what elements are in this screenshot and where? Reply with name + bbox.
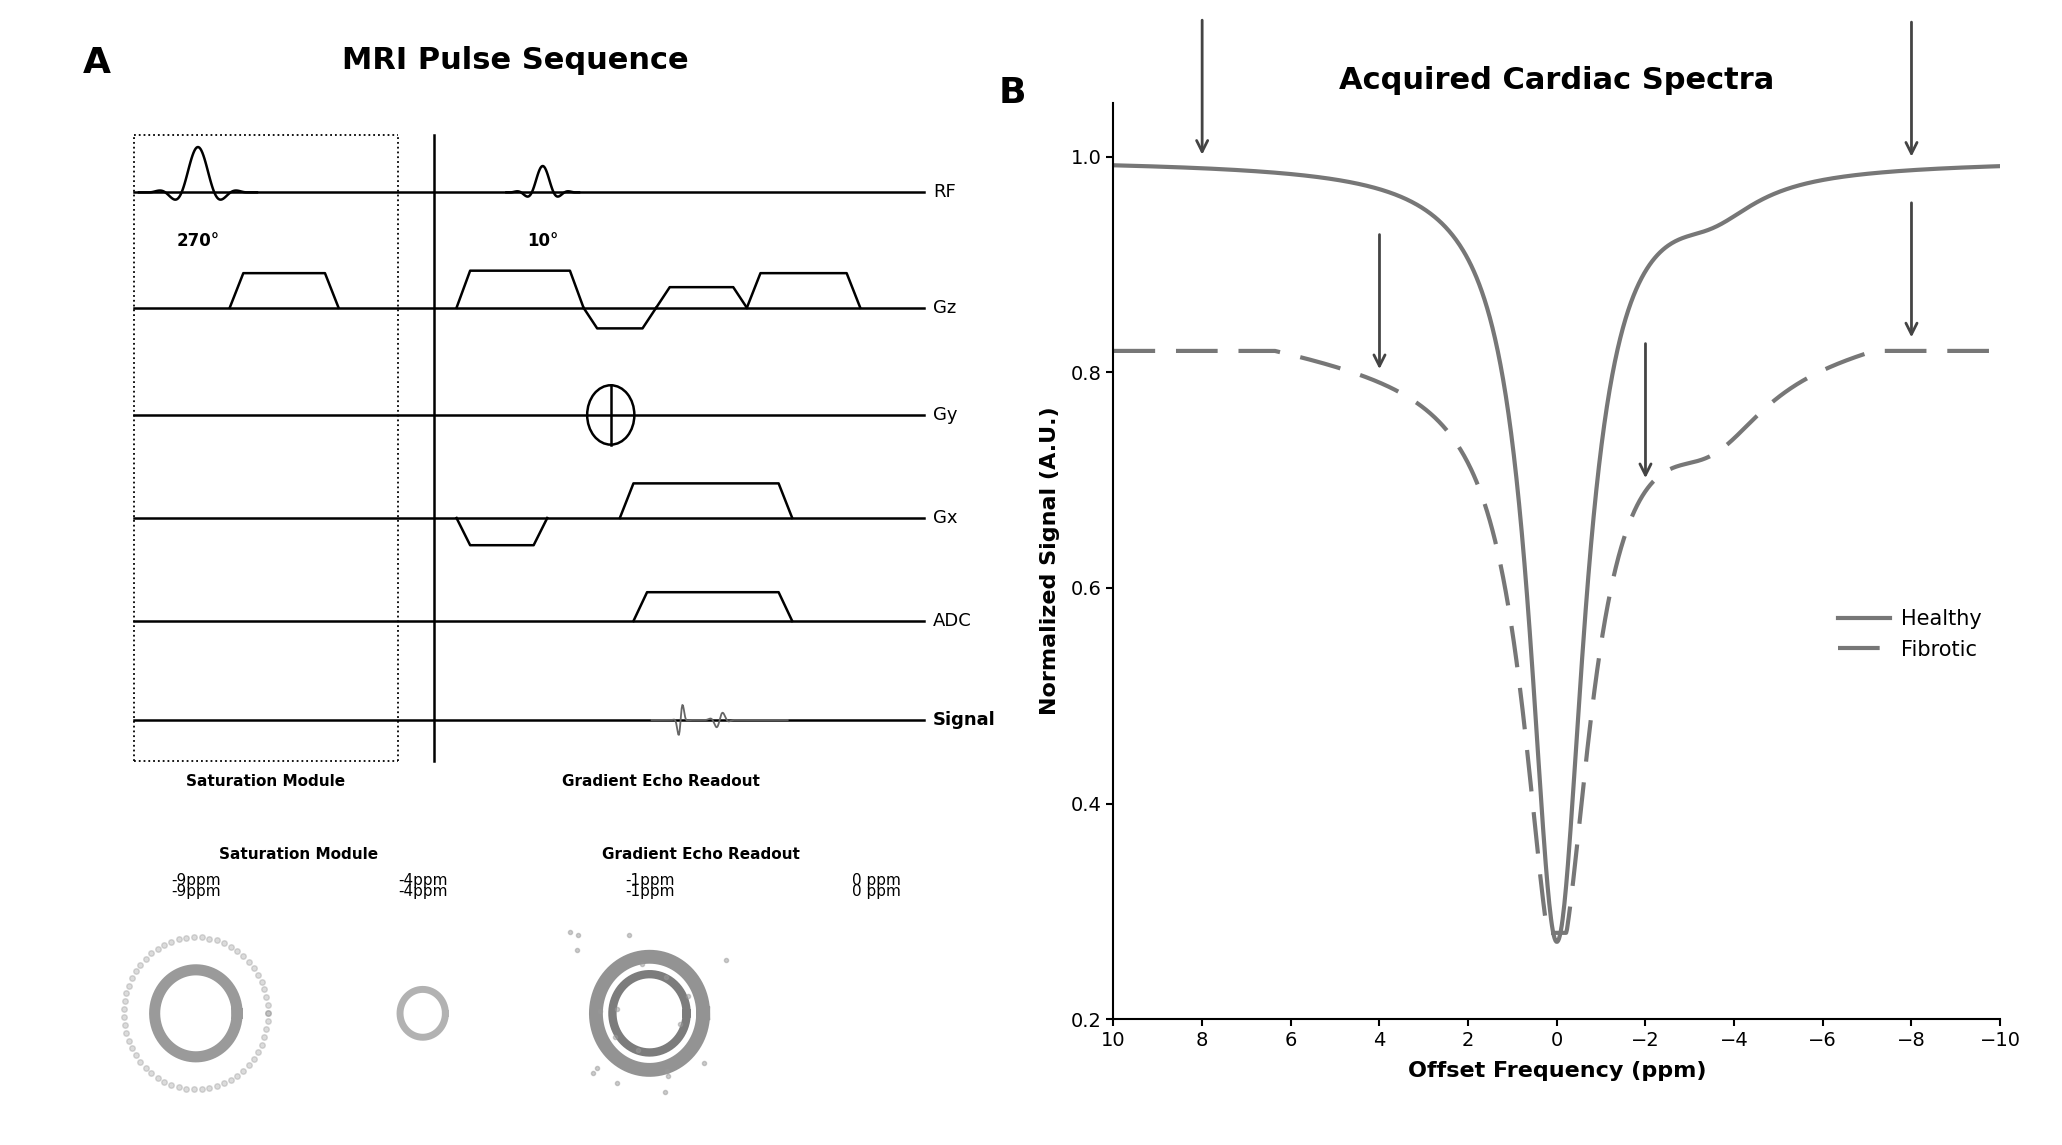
Text: Gradient Echo Readout: Gradient Echo Readout <box>602 847 800 862</box>
Y-axis label: Normalized Signal (A.U.): Normalized Signal (A.U.) <box>1039 406 1060 716</box>
Text: ADC: ADC <box>932 613 971 630</box>
Text: -4ppm: -4ppm <box>398 884 447 899</box>
Text: Saturation Module: Saturation Module <box>186 774 346 789</box>
Text: Saturation Module: Saturation Module <box>219 847 379 862</box>
Text: Gradient Echo Readout: Gradient Echo Readout <box>561 774 759 789</box>
Text: Gz: Gz <box>932 299 957 317</box>
Text: 270°: 270° <box>177 232 219 250</box>
Text: -9ppm: -9ppm <box>171 884 221 899</box>
X-axis label: Offset Frequency (ppm): Offset Frequency (ppm) <box>1408 1061 1705 1081</box>
Text: -4ppm: -4ppm <box>398 874 447 889</box>
Text: A: A <box>82 46 111 80</box>
Text: 0 ppm: 0 ppm <box>852 874 901 889</box>
Text: Signal: Signal <box>932 711 996 729</box>
Text: B: B <box>998 76 1025 110</box>
Text: 0 ppm: 0 ppm <box>852 884 901 899</box>
Legend: Healthy, Fibrotic: Healthy, Fibrotic <box>1829 601 1990 668</box>
Text: Gx: Gx <box>932 510 957 527</box>
Text: RF: RF <box>932 183 955 202</box>
Text: Gy: Gy <box>932 406 957 424</box>
Text: -9ppm: -9ppm <box>171 874 221 889</box>
Text: MRI Pulse Sequence: MRI Pulse Sequence <box>342 46 689 74</box>
Text: LV: LV <box>171 1004 190 1019</box>
Text: -1ppm: -1ppm <box>625 884 674 899</box>
Text: -1ppm: -1ppm <box>625 874 674 889</box>
Title: Acquired Cardiac Spectra: Acquired Cardiac Spectra <box>1338 66 1775 95</box>
Text: 10°: 10° <box>528 232 559 250</box>
